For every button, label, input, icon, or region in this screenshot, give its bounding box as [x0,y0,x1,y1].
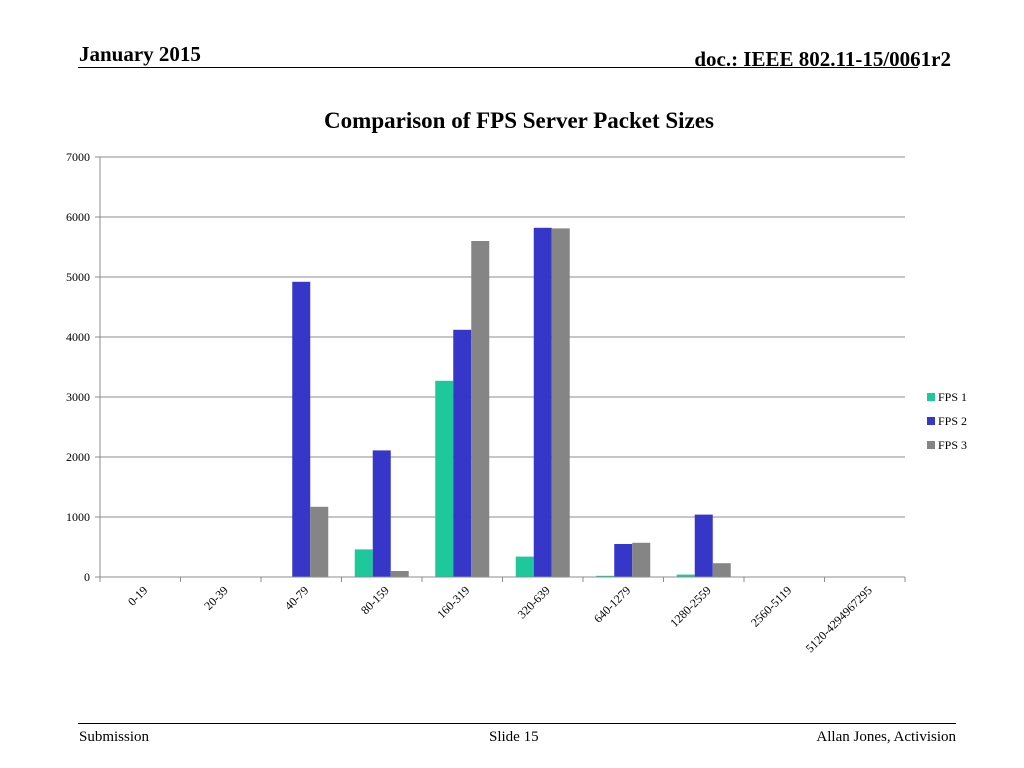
bar-fps1-80-159 [354,549,373,577]
footer-slide-number: Slide 15 [489,729,539,745]
x-tick-label: 2560-5119 [748,583,794,629]
bar-fps2-1280-2559 [694,514,713,577]
header-date: January 2015 [79,42,201,66]
y-axis: 0 1000 2000 3000 4000 5000 6000 7000 [66,150,101,584]
gridlines [100,156,905,578]
footer-rule [78,723,956,724]
bar-fps1-160-319 [435,380,454,577]
bar-fps3-320-639 [551,228,570,577]
x-tick-label: 20-39 [201,583,231,613]
y-tick-label: 2000 [66,450,90,464]
footer-submission: Submission [79,729,150,745]
bar-fps2-40-79 [292,281,311,577]
bars [274,227,731,578]
y-tick-label: 5000 [66,270,90,284]
header-rule [78,67,918,68]
bar-fps3-40-79 [310,506,329,577]
chart-title: Comparison of FPS Server Packet Sizes [324,108,714,133]
x-tick-label: 640-1279 [591,583,633,625]
bar-fps2-160-319 [453,329,472,577]
x-tick-label: 1280-2559 [667,583,714,630]
bar-fps2-80-159 [372,450,391,577]
y-tick-label: 6000 [66,210,90,224]
legend: FPS 1 FPS 2 FPS 3 [927,390,967,452]
y-tick-label: 7000 [66,150,90,164]
legend-label: FPS 3 [938,438,967,452]
x-tick-label: 0-19 [125,583,150,608]
legend-swatch [927,417,935,425]
bar-fps1-1280-2559 [676,574,695,577]
y-tick-label: 0 [84,570,90,584]
x-tick-label: 5120-4294967295 [803,583,875,655]
bar-fps2-640-1279 [614,544,633,577]
legend-swatch [927,441,935,449]
bar-fps2-320-639 [533,227,552,578]
y-tick-label: 1000 [66,510,90,524]
bar-fps3-1280-2559 [712,563,731,577]
legend-label: FPS 2 [938,414,967,428]
x-tick-label: 40-79 [282,583,312,613]
legend-swatch [927,393,935,401]
x-tick-label: 80-159 [358,583,392,617]
bar-fps1-640-1279 [596,575,615,577]
bar-fps1-320-639 [515,556,534,577]
bar-fps3-160-319 [471,241,490,577]
x-axis: 0-19 20-39 40-79 80-159 160-319 320-639 640-12… [99,576,906,655]
bar-fps3-80-159 [390,571,409,577]
x-tick-label: 320-639 [515,583,553,621]
y-tick-label: 3000 [66,390,90,404]
bar-fps3-640-1279 [632,542,651,577]
legend-label: FPS 1 [938,390,967,404]
footer-author: Allan Jones, Activision [816,729,956,745]
x-tick-label: 160-319 [434,583,472,621]
y-tick-label: 4000 [66,330,90,344]
